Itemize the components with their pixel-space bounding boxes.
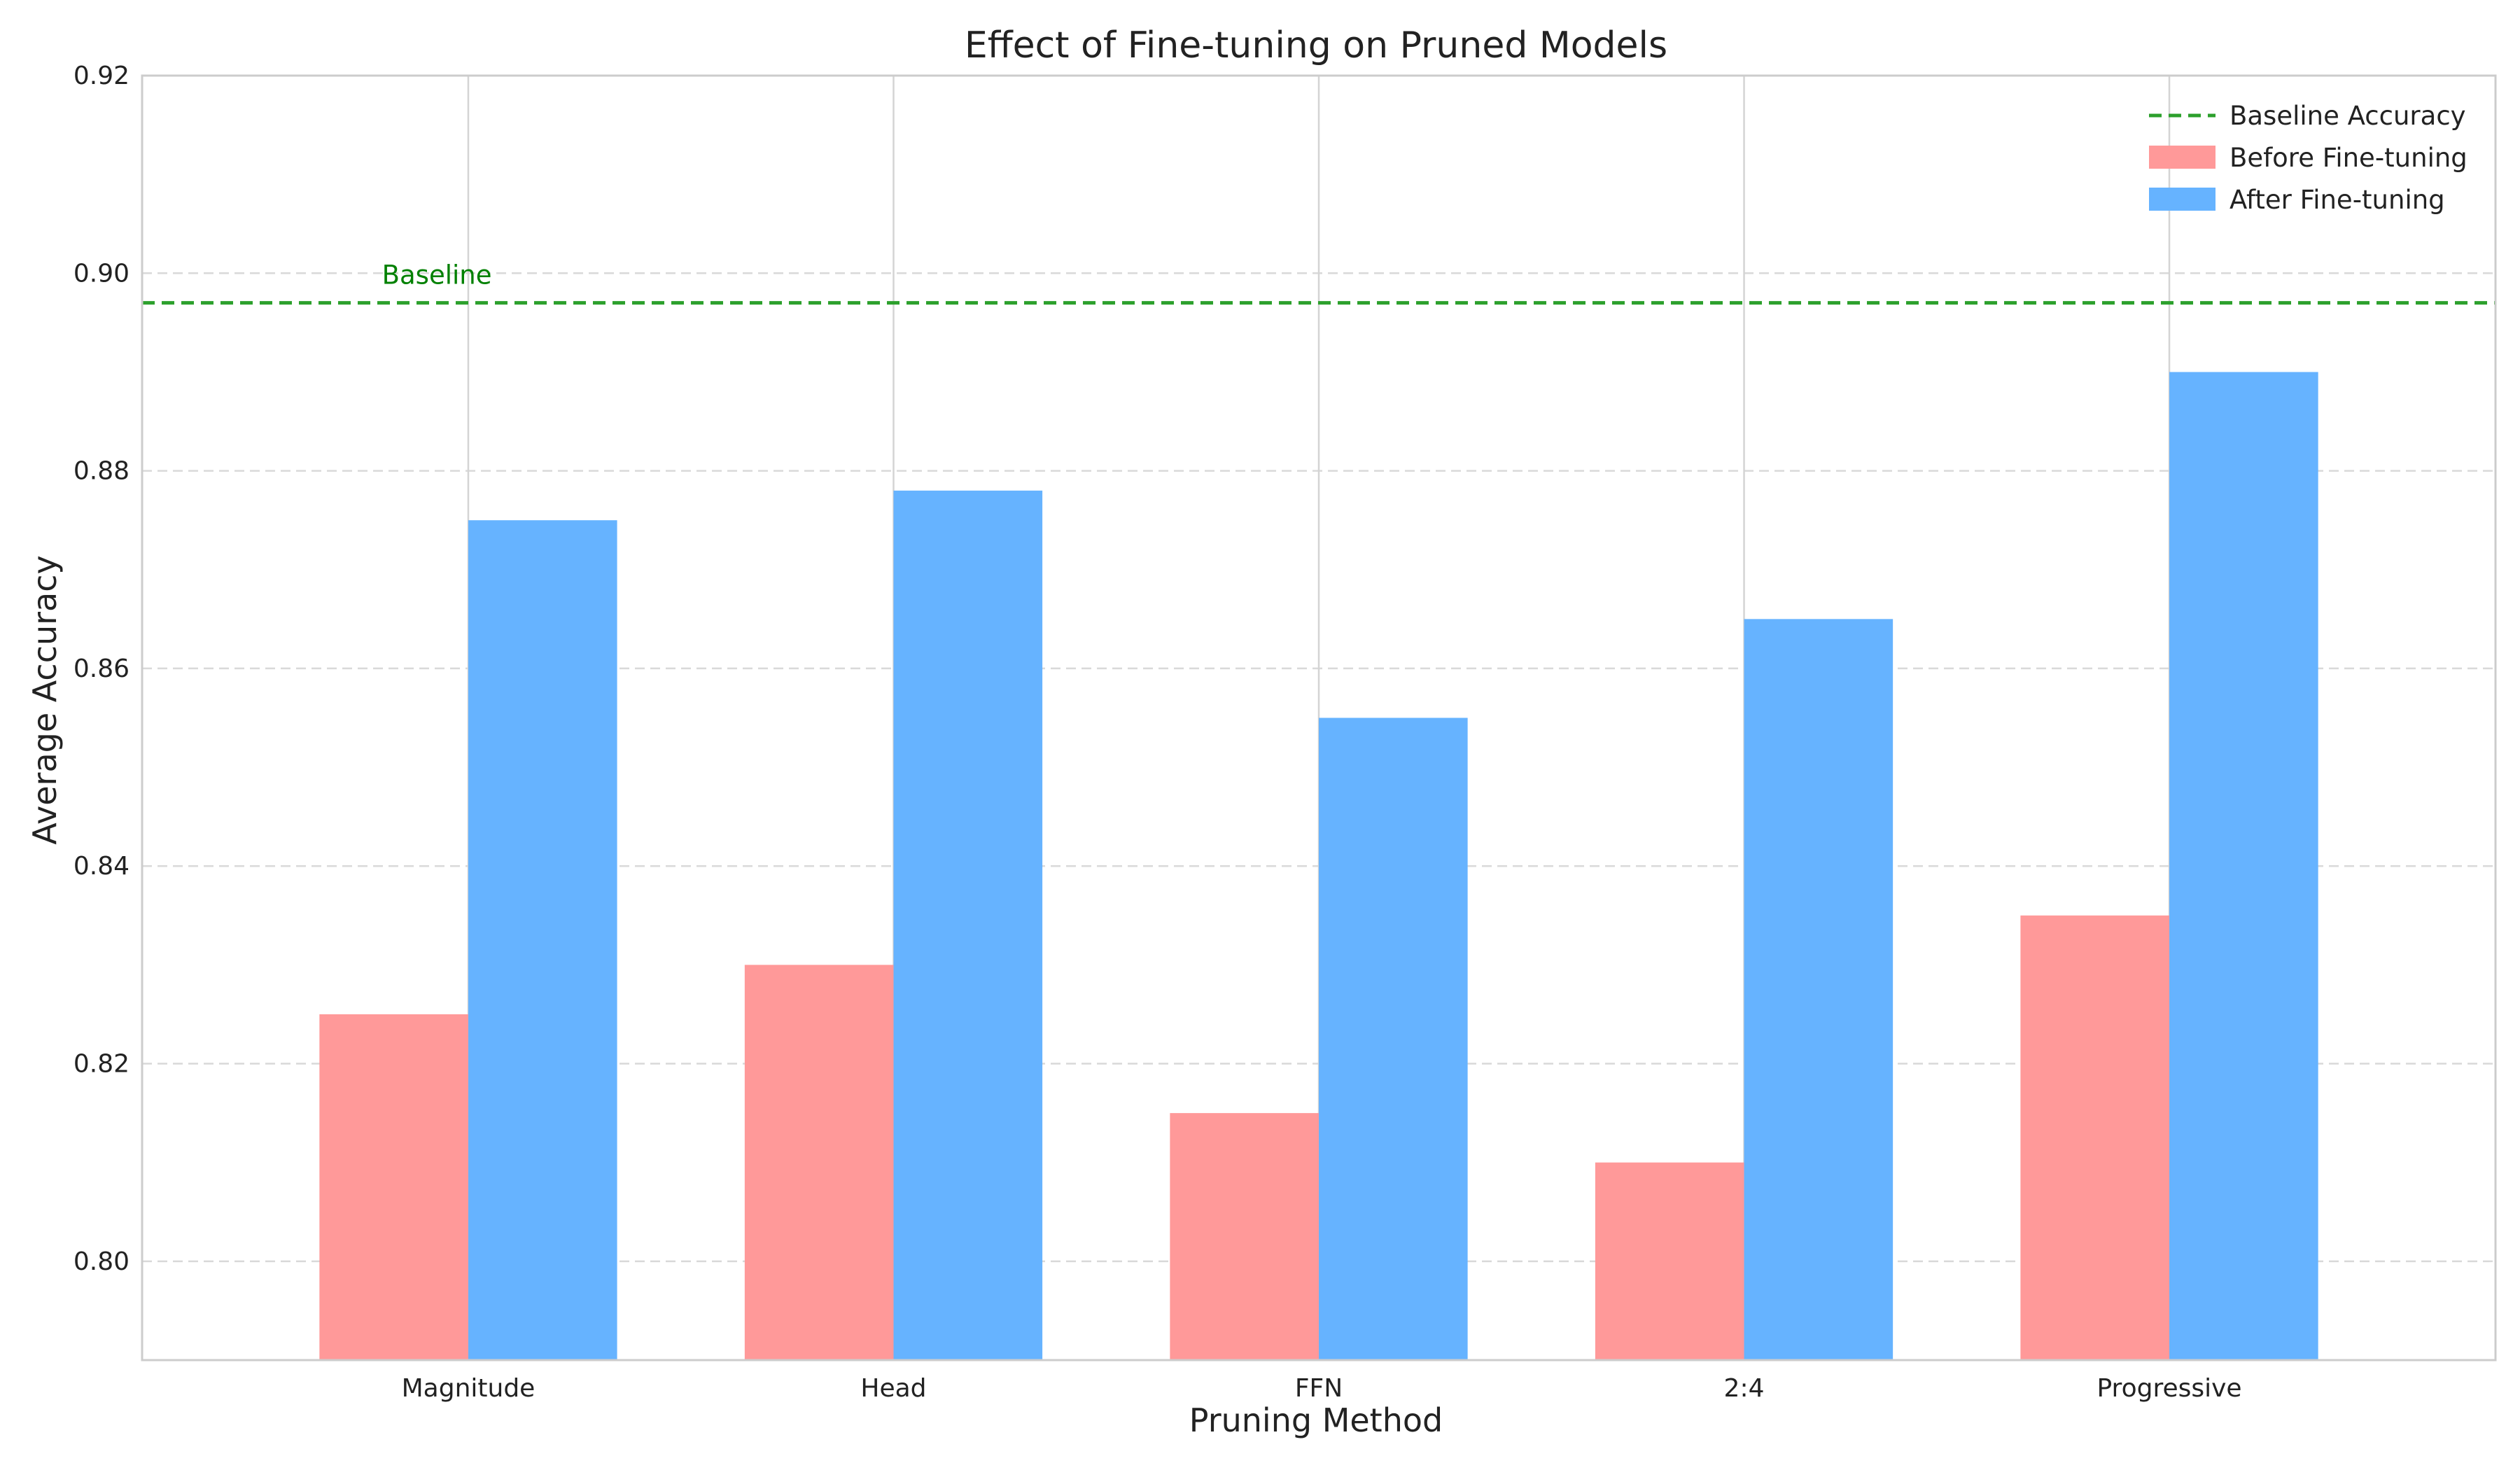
x-tick-label: Head	[860, 1374, 926, 1403]
y-tick-label: 0.86	[74, 654, 130, 683]
bar-after-fine-tuning	[1744, 619, 1893, 1360]
legend: Baseline Accuracy Before Fine-tuning Aft…	[2149, 101, 2468, 215]
bar-before-fine-tuning	[319, 1014, 468, 1360]
x-axis-label: Pruning Method	[1189, 1401, 1443, 1439]
legend-before-swatch	[2149, 146, 2216, 169]
bar-before-fine-tuning	[1595, 1162, 1744, 1360]
legend-baseline-label: Baseline Accuracy	[2230, 101, 2466, 131]
y-axis-label: Average Accuracy	[26, 555, 64, 845]
y-tick-label: 0.80	[74, 1247, 130, 1276]
x-tick-label: Magnitude	[402, 1374, 536, 1403]
x-axis-ticks: Magnitude Head FFN 2:4 Progressive	[402, 1374, 2242, 1403]
baseline-annotation: Baseline	[382, 260, 492, 290]
y-tick-label: 0.88	[74, 457, 130, 486]
plot-frame	[141, 74, 2497, 1362]
bars	[319, 372, 2318, 1360]
legend-after-label: After Fine-tuning	[2230, 185, 2445, 215]
baseline-layer: Baseline	[142, 260, 2496, 305]
x-tick-label: Progressive	[2096, 1374, 2241, 1403]
x-tick-label: 2:4	[1724, 1374, 1765, 1403]
bar-before-fine-tuning	[744, 965, 894, 1360]
bar-before-fine-tuning	[2020, 915, 2170, 1360]
bar-after-fine-tuning	[893, 490, 1043, 1360]
y-tick-label: 0.84	[74, 852, 130, 881]
x-tick-label: FFN	[1295, 1374, 1343, 1403]
y-tick-label: 0.92	[74, 62, 130, 90]
legend-after-swatch	[2149, 188, 2216, 211]
y-tick-label: 0.82	[74, 1050, 130, 1079]
bar-after-fine-tuning	[2169, 372, 2318, 1360]
bar-after-fine-tuning	[1319, 718, 1468, 1360]
y-tick-label: 0.90	[74, 259, 130, 288]
legend-before-label: Before Fine-tuning	[2230, 143, 2468, 173]
chart-title: Effect of Fine-tuning on Pruned Models	[965, 24, 1667, 66]
y-axis-ticks: 0.80 0.82 0.84 0.86 0.88 0.90 0.92	[74, 62, 130, 1276]
bar-after-fine-tuning	[468, 520, 617, 1360]
bar-before-fine-tuning	[1170, 1113, 1319, 1360]
